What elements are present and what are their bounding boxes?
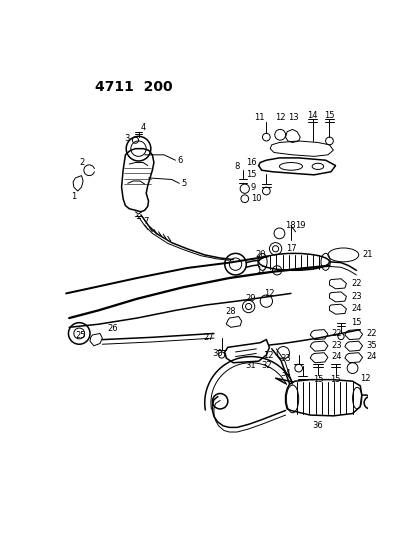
Text: 27: 27 <box>203 333 213 342</box>
Text: 28: 28 <box>225 308 236 317</box>
Text: 22: 22 <box>331 329 342 338</box>
Text: 6: 6 <box>178 156 183 165</box>
Text: 31: 31 <box>245 361 256 370</box>
Text: 15: 15 <box>350 318 361 327</box>
Text: 17: 17 <box>285 244 296 253</box>
Text: 3: 3 <box>124 134 130 143</box>
Text: 30: 30 <box>212 349 222 358</box>
Text: 35: 35 <box>366 341 376 350</box>
Text: 11: 11 <box>254 114 264 123</box>
Text: 14: 14 <box>306 111 317 120</box>
Text: 9: 9 <box>250 183 256 192</box>
Text: 22: 22 <box>366 329 376 338</box>
Text: 29: 29 <box>245 294 256 303</box>
Text: 4: 4 <box>140 123 146 132</box>
Text: 19: 19 <box>294 221 305 230</box>
Text: 20: 20 <box>255 251 266 260</box>
Text: 18: 18 <box>284 221 295 230</box>
Text: 2: 2 <box>79 158 84 167</box>
Text: 1: 1 <box>71 192 76 201</box>
Text: 23: 23 <box>331 341 342 350</box>
Text: 25: 25 <box>76 330 86 340</box>
Text: 12: 12 <box>263 351 273 360</box>
Text: 5: 5 <box>181 179 187 188</box>
Text: 13: 13 <box>287 114 298 123</box>
Text: 21: 21 <box>362 251 372 260</box>
Text: 15: 15 <box>330 375 340 384</box>
Text: 12: 12 <box>360 374 370 383</box>
Text: 36: 36 <box>312 422 323 430</box>
Text: 15: 15 <box>324 111 334 120</box>
Text: 24: 24 <box>350 304 361 313</box>
Text: 10: 10 <box>250 194 261 203</box>
Text: 8: 8 <box>234 162 239 171</box>
Text: 24: 24 <box>331 352 342 361</box>
Text: 34: 34 <box>280 369 290 378</box>
Text: 16: 16 <box>245 158 256 167</box>
Text: 12: 12 <box>263 289 274 298</box>
Text: 4711  200: 4711 200 <box>94 80 172 94</box>
Text: 32: 32 <box>261 361 271 370</box>
Text: 12: 12 <box>274 114 285 123</box>
Text: 7: 7 <box>143 216 148 225</box>
Text: 26: 26 <box>107 325 117 333</box>
Text: 12: 12 <box>255 266 266 275</box>
Text: 33: 33 <box>279 353 290 362</box>
Text: 22: 22 <box>350 279 361 288</box>
Text: 15: 15 <box>245 169 256 179</box>
Text: 24: 24 <box>366 352 376 361</box>
Text: 23: 23 <box>350 292 361 301</box>
Text: 15: 15 <box>312 375 322 384</box>
